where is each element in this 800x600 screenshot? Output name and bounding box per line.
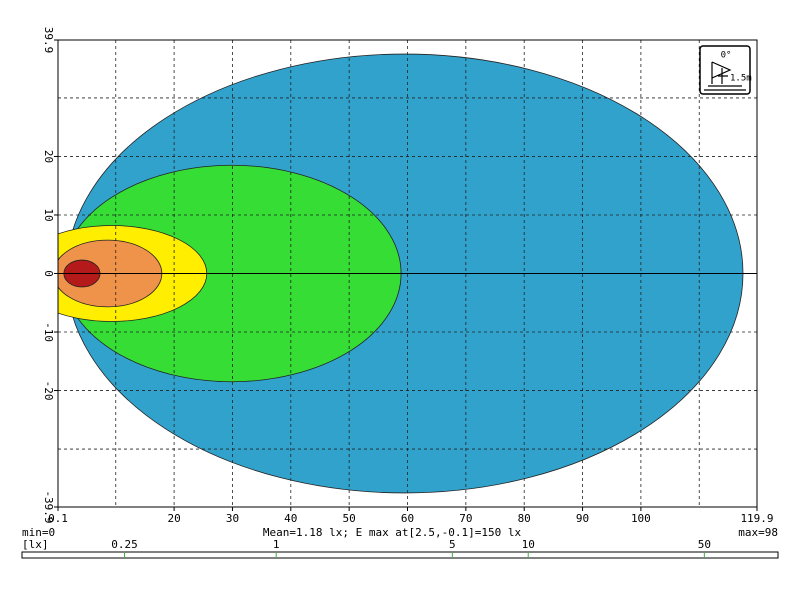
icon-angle: 0° xyxy=(721,51,732,61)
scale-tick-label: 50 xyxy=(698,538,711,551)
icon: 0° 1.5m xyxy=(699,45,752,95)
icon-drawing xyxy=(704,61,746,91)
y-tick-label: -39.9 xyxy=(42,490,55,523)
x-tick-label: 119.9 xyxy=(740,512,773,525)
plot-frame xyxy=(57,39,758,508)
x-tick-label: 70 xyxy=(459,512,472,525)
scale-tick-label: 10 xyxy=(522,538,535,551)
x-tick-label: 40 xyxy=(284,512,297,525)
grid: 0.1 20 30 40 50 60 70 80 90 100 119.9 -39.9 -20 -10 0 1… xyxy=(42,27,774,525)
scale-tick-label: 0.25 xyxy=(111,538,138,551)
y-tick-label: 20 xyxy=(42,150,55,163)
scale-tick-label: 5 xyxy=(449,538,456,551)
x-tick-label: 0.1 xyxy=(48,512,68,525)
y-tick-label: 0 xyxy=(42,270,55,277)
x-tick-label: 100 xyxy=(631,512,651,525)
scale: 0.25 1 5 10 50 xyxy=(111,538,711,558)
x-tick-label: 80 xyxy=(518,512,531,525)
x-tick-label: 60 xyxy=(401,512,414,525)
scale-bar xyxy=(21,551,779,559)
y-tick-label: -10 xyxy=(42,322,55,342)
y-tick-label: 10 xyxy=(42,208,55,221)
y-tick-label: -20 xyxy=(42,381,55,401)
unit-label: [lx] xyxy=(22,538,49,551)
x-tick-label: 30 xyxy=(226,512,239,525)
stats-label: Mean=1.18 lx; E max at[2.5,-0.1]=150 lx xyxy=(263,526,522,539)
x-tick-label: 90 xyxy=(576,512,589,525)
x-tick-label: 50 xyxy=(343,512,356,525)
icon-height: 1.5m xyxy=(730,74,752,84)
max-label: max=98 xyxy=(738,526,778,539)
scale-tick-label: 1 xyxy=(273,538,280,551)
x-tick-label: 20 xyxy=(167,512,180,525)
y-tick-label: 39.9 xyxy=(42,27,55,54)
min-label: min=0 xyxy=(22,526,55,539)
